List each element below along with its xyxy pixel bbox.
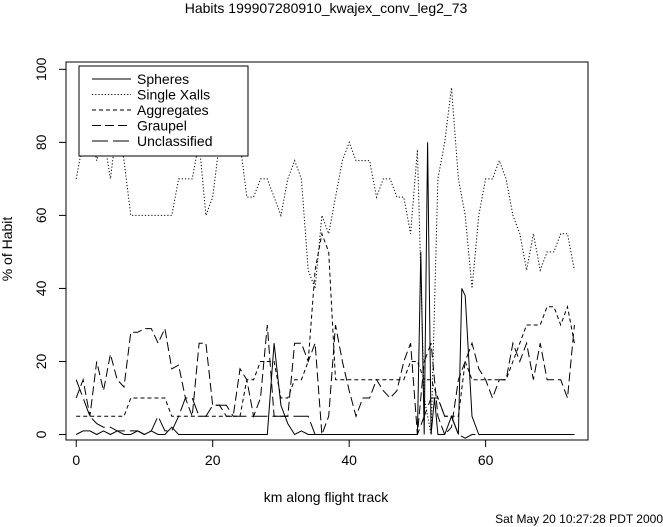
y-tick-label: 60: [33, 207, 49, 223]
x-tick-label: 60: [478, 452, 494, 468]
y-tick-label: 0: [33, 430, 49, 438]
series-layer: [75, 87, 575, 439]
y-tick-label: 80: [33, 134, 49, 150]
legend-label: Aggregates: [137, 102, 209, 118]
series-line-spheres: [75, 142, 575, 436]
series-line-graupel: [75, 324, 575, 436]
x-axis-label: km along flight track: [264, 489, 389, 505]
x-axis: 0 20 40 60: [72, 440, 494, 468]
legend-label: Single Xalls: [137, 87, 210, 103]
y-axis: 0 20 40 60 80 100: [33, 57, 66, 438]
series-line-unclassified: [75, 379, 575, 439]
x-tick-label: 20: [205, 452, 221, 468]
timestamp-footer: Sat May 20 10:27:28 PDT 2000: [495, 512, 663, 526]
chart-title: Habits 199907280910_kwajex_conv_leg2_73: [185, 0, 468, 16]
y-tick-label: 40: [33, 280, 49, 296]
x-tick-label: 40: [341, 452, 357, 468]
series-line-aggregates: [76, 231, 575, 417]
x-tick-label: 0: [72, 452, 80, 468]
legend-label: Graupel: [137, 118, 187, 134]
legend-label: Spheres: [137, 71, 189, 87]
y-axis-label: % of Habit: [0, 217, 15, 282]
y-tick-label: 100: [33, 57, 49, 81]
y-tick-label: 20: [33, 353, 49, 369]
plot-frame: [65, 61, 589, 441]
legend-label: Unclassified: [137, 133, 212, 149]
